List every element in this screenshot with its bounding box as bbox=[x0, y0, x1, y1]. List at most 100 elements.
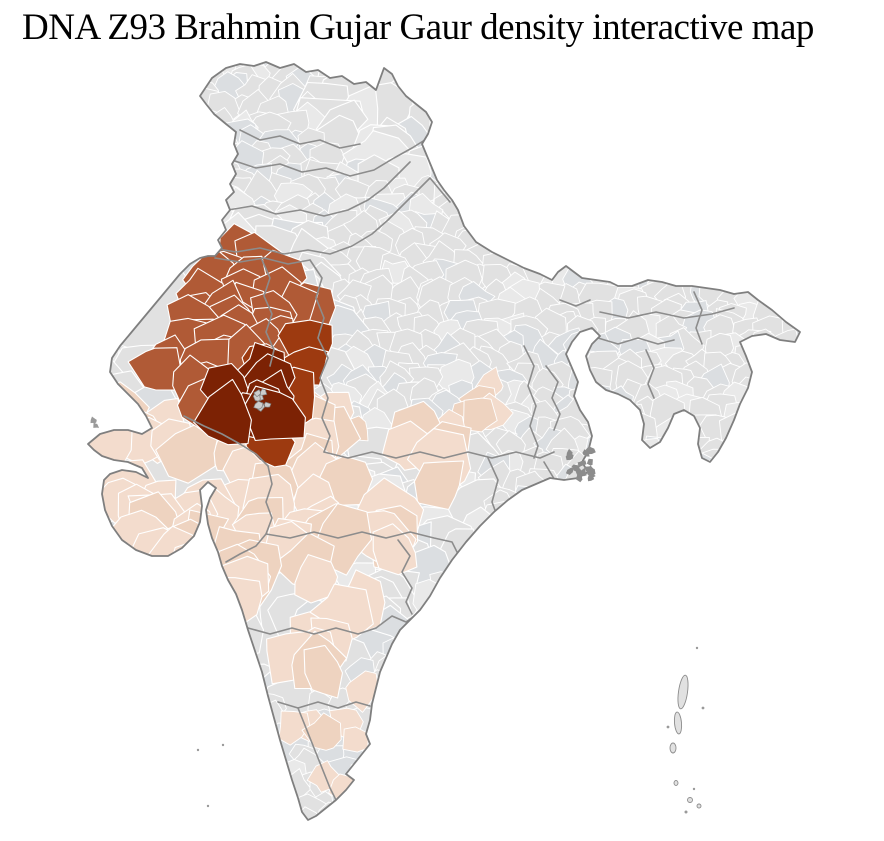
district-cell[interactable] bbox=[740, 391, 774, 432]
district-cell[interactable] bbox=[531, 487, 568, 522]
district-cell[interactable] bbox=[545, 207, 585, 249]
district-cell[interactable] bbox=[788, 437, 826, 467]
district-cell[interactable] bbox=[717, 480, 758, 519]
district-cell[interactable] bbox=[431, 691, 465, 721]
district-cell[interactable] bbox=[529, 227, 571, 264]
district-cell[interactable] bbox=[581, 243, 616, 277]
district-cell[interactable] bbox=[510, 58, 545, 96]
district-cell[interactable] bbox=[530, 212, 563, 243]
district-cell[interactable] bbox=[386, 731, 425, 769]
district-cell[interactable] bbox=[687, 512, 718, 550]
district-cell[interactable] bbox=[458, 122, 495, 158]
district-cell[interactable] bbox=[615, 527, 655, 564]
district-cell[interactable] bbox=[446, 122, 480, 157]
district-cell[interactable] bbox=[294, 554, 339, 604]
district-cell[interactable] bbox=[567, 64, 601, 97]
district-cell[interactable] bbox=[651, 488, 685, 519]
district-cell[interactable] bbox=[79, 346, 108, 382]
district-cell[interactable] bbox=[495, 109, 529, 142]
district-cell[interactable] bbox=[127, 347, 183, 391]
district-cell[interactable] bbox=[388, 782, 426, 825]
district-cell[interactable] bbox=[510, 514, 557, 550]
district-cell[interactable] bbox=[749, 381, 778, 415]
district-cell[interactable] bbox=[634, 468, 662, 497]
district-cell[interactable] bbox=[464, 143, 500, 182]
district-cell[interactable] bbox=[479, 534, 512, 571]
district-cell[interactable] bbox=[426, 668, 465, 703]
district-cell[interactable] bbox=[615, 485, 644, 514]
district-cell[interactable] bbox=[479, 518, 511, 549]
district-cell[interactable] bbox=[474, 366, 504, 402]
district-cell[interactable] bbox=[69, 384, 104, 414]
district-cell[interactable] bbox=[768, 246, 803, 282]
district-cell[interactable] bbox=[566, 104, 594, 138]
district-cell[interactable] bbox=[770, 448, 808, 482]
district-cell[interactable] bbox=[394, 634, 431, 670]
district-cell[interactable] bbox=[748, 264, 786, 298]
district-cell[interactable] bbox=[507, 153, 545, 189]
district-cell[interactable] bbox=[551, 72, 580, 105]
district-cell[interactable] bbox=[548, 514, 582, 547]
district-cell[interactable] bbox=[493, 61, 529, 91]
district-cell[interactable] bbox=[512, 533, 545, 563]
district-cell[interactable] bbox=[369, 736, 410, 778]
district-cell[interactable] bbox=[286, 806, 321, 841]
district-cell[interactable] bbox=[767, 262, 798, 296]
district-cell[interactable] bbox=[497, 156, 530, 188]
district-cell[interactable] bbox=[614, 518, 648, 555]
district-cell[interactable] bbox=[382, 761, 408, 796]
district-cell[interactable] bbox=[404, 703, 438, 734]
district-cell[interactable] bbox=[742, 469, 781, 507]
district-cell[interactable] bbox=[564, 211, 596, 245]
district-cell[interactable] bbox=[408, 692, 442, 725]
district-cell[interactable] bbox=[788, 420, 818, 450]
district-cell[interactable] bbox=[683, 243, 713, 277]
district-cell[interactable] bbox=[761, 498, 808, 541]
district-cell[interactable] bbox=[399, 47, 460, 95]
district-cell[interactable] bbox=[440, 136, 476, 177]
district-cell[interactable] bbox=[591, 212, 619, 243]
district-cell[interactable] bbox=[71, 459, 103, 500]
district-cell[interactable] bbox=[601, 107, 633, 138]
district-cell[interactable] bbox=[672, 435, 701, 465]
district-cell[interactable] bbox=[509, 125, 551, 162]
district-cell[interactable] bbox=[569, 72, 603, 110]
district-cell[interactable] bbox=[424, 790, 455, 817]
district-cell[interactable] bbox=[594, 515, 633, 557]
district-cell[interactable] bbox=[430, 740, 469, 777]
district-cell[interactable] bbox=[512, 168, 548, 213]
district-cell[interactable] bbox=[428, 633, 468, 668]
district-cell[interactable] bbox=[447, 59, 477, 93]
district-cell[interactable] bbox=[781, 465, 825, 504]
district-cell[interactable] bbox=[363, 779, 394, 807]
district-cell[interactable] bbox=[430, 705, 471, 738]
district-cell[interactable] bbox=[515, 141, 552, 177]
district-cell[interactable] bbox=[736, 411, 772, 446]
district-cell[interactable] bbox=[672, 495, 703, 528]
district-cell[interactable] bbox=[784, 362, 818, 400]
district-cell[interactable] bbox=[188, 158, 226, 195]
district-cell[interactable] bbox=[505, 148, 532, 176]
district-cell[interactable] bbox=[582, 502, 611, 534]
district-cell[interactable] bbox=[508, 498, 548, 536]
district-cell[interactable] bbox=[683, 262, 719, 289]
district-cell[interactable] bbox=[773, 368, 805, 391]
district-cell[interactable] bbox=[738, 243, 770, 281]
district-cell[interactable] bbox=[383, 787, 414, 817]
district-cell[interactable] bbox=[742, 541, 772, 572]
district-cell[interactable] bbox=[720, 539, 750, 563]
district-cell[interactable] bbox=[617, 439, 649, 464]
district-cell[interactable] bbox=[71, 516, 101, 553]
district-cell[interactable] bbox=[533, 174, 567, 209]
district-cell[interactable] bbox=[649, 468, 678, 499]
district-cell[interactable] bbox=[751, 487, 780, 518]
district-cell[interactable] bbox=[90, 570, 124, 602]
district-cell[interactable] bbox=[766, 469, 804, 510]
district-cell[interactable] bbox=[666, 539, 701, 570]
district-cell[interactable] bbox=[501, 70, 530, 110]
district-cell[interactable] bbox=[550, 196, 579, 233]
district-cell[interactable] bbox=[418, 742, 444, 774]
district-cell[interactable] bbox=[417, 726, 446, 757]
district-cell[interactable] bbox=[402, 804, 428, 837]
